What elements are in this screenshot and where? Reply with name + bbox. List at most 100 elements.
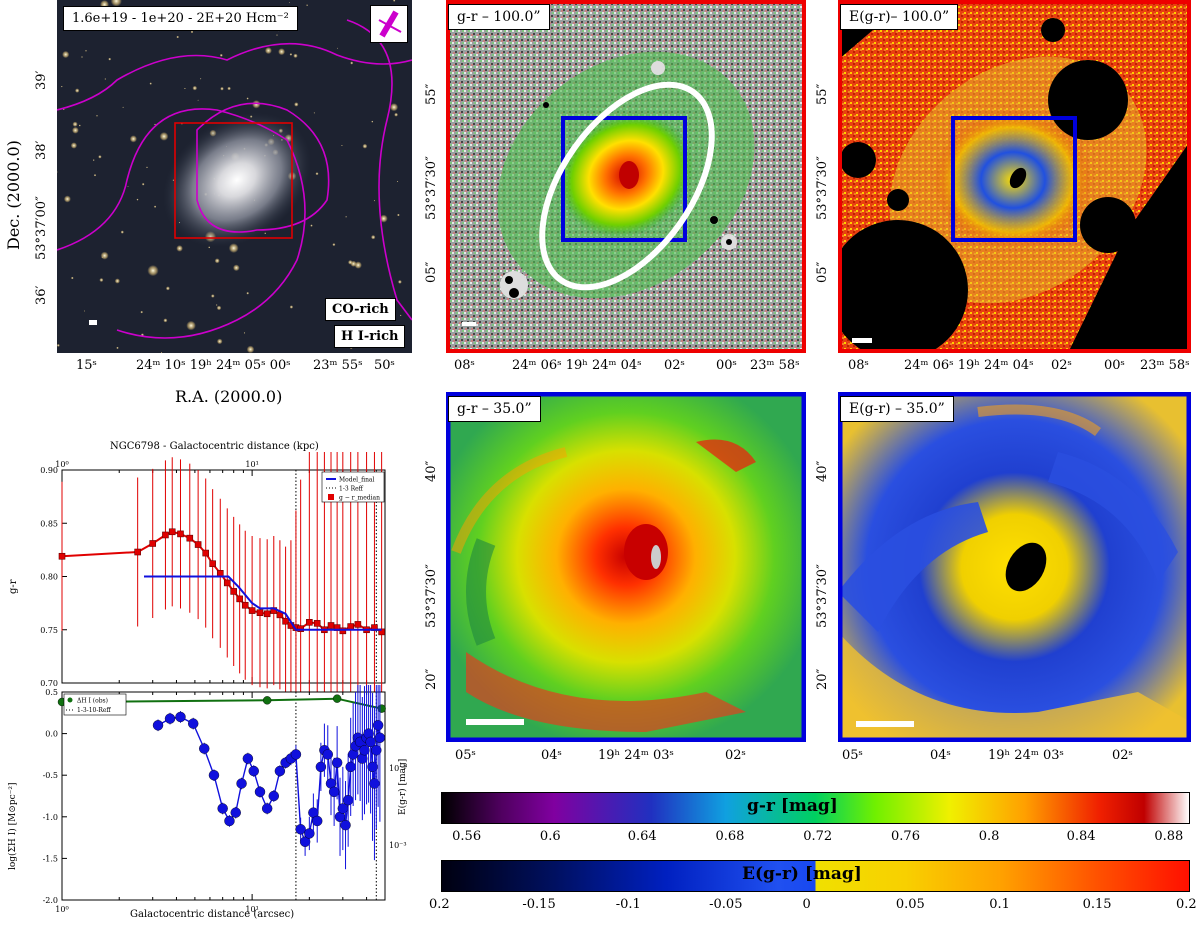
gr35-map [446, 392, 806, 742]
gr100-map [446, 0, 806, 353]
y-tick-label: 0.5 [45, 688, 58, 697]
gr35-label: g-r – 35.0” [448, 396, 541, 422]
data-point [274, 765, 286, 777]
data-point [345, 761, 356, 773]
gr-colorbar-tick: 0.72 [803, 829, 833, 844]
data-point [216, 570, 224, 577]
series-line-0 [61, 530, 383, 633]
data-point [134, 548, 141, 556]
y-tick-label: 0.70 [40, 679, 58, 688]
data-point [359, 745, 370, 756]
optical-xlabel: R.A. (2000.0) [175, 387, 283, 406]
y-tick-label: 0.90 [40, 466, 58, 475]
optical-ytick-0: 39′ [34, 70, 49, 91]
legend-swatch [67, 697, 73, 703]
data-point [241, 601, 249, 609]
egr100-xtick-0: 08ˢ [848, 358, 869, 373]
optical-xtick-1: 24ᵐ 10ˢ 19ʰ 24ᵐ 05ˢ 00ˢ [136, 358, 291, 373]
egr35-ytick-0: 40″ [815, 460, 830, 482]
chart2-right-ylabel: E(g-r) [mag] [398, 758, 408, 815]
data-point [295, 824, 306, 835]
legend-swatch [328, 494, 334, 500]
data-point [327, 622, 335, 629]
egr35-xtick-1: 04ˢ [930, 748, 951, 763]
data-point [367, 761, 378, 773]
egr35-xtick-3: 02ˢ [1112, 748, 1133, 763]
egr-colorbar-tick: 0.15 [1082, 897, 1112, 912]
data-point [328, 786, 340, 798]
gr100-xtick-4: 23ᵐ 58ˢ [750, 358, 800, 373]
data-point [194, 541, 202, 548]
data-point [236, 595, 243, 603]
egr35-map [838, 392, 1191, 742]
data-point [188, 718, 199, 729]
data-point [199, 743, 210, 754]
gr-colorbar-tick: 0.88 [1154, 829, 1184, 844]
series-line-0 [61, 697, 382, 710]
optical-xtick-3: 50ˢ [374, 358, 395, 373]
data-point [152, 720, 164, 731]
gr-colorbar-tick: 0.8 [978, 829, 1000, 844]
legend-co-rich: CO-rich [325, 298, 396, 321]
gr35-xtick-2: 19ʰ 24ᵐ 03ˢ [598, 748, 674, 763]
gr-colorbar-tick: 0.6 [539, 829, 561, 844]
egr-colorbar: E(g-r) [mag] [441, 860, 1190, 892]
gr-colorbar-tick: 0.56 [452, 829, 482, 844]
data-point [299, 836, 311, 847]
egr100-xtick-2: 02ˢ [1051, 358, 1072, 373]
egr100-label: E(g-r)– 100.0” [840, 4, 959, 30]
gr100-ytick-0: 55″ [424, 83, 439, 105]
gr-colorbar-tick: 0.84 [1066, 829, 1096, 844]
gr-colorbar-tick: 0.64 [627, 829, 657, 844]
gr-colorbar-tick: 0.76 [891, 829, 920, 844]
legend-label: ΔH I (obs) [77, 698, 108, 705]
data-point [371, 745, 382, 756]
data-point [313, 620, 321, 627]
gr100-xtick-0: 08ˢ [454, 358, 475, 373]
data-point [372, 720, 384, 731]
gr35-ytick-0: 40″ [424, 460, 439, 482]
legend-label: 1-3 Reff [339, 486, 364, 493]
data-point [248, 765, 259, 777]
gr35-xtick-0: 05ˢ [455, 748, 476, 763]
egr-colorbar-tick: -0.15 [522, 897, 556, 912]
y-tick-label: -1.5 [43, 854, 58, 863]
egr100-panel: E(g-r)– 100.0” [838, 0, 1191, 353]
data-point [58, 552, 66, 560]
data-point [262, 696, 272, 705]
data-point [315, 761, 327, 773]
egr-colorbar-tick: 0.2 [429, 897, 450, 912]
egr35-label: E(g-r) – 35.0” [840, 396, 954, 422]
data-point [230, 807, 241, 818]
legend-label: 1-3-10-Reff [77, 707, 111, 714]
top-axis-tick-label: 10⁰ [55, 460, 68, 469]
x-tick-label: 10⁰ [55, 905, 68, 914]
data-point [162, 531, 169, 539]
y-tick-label: 0.0 [45, 730, 58, 739]
optical-panel: 1.6e+19 - 1e+20 - 2E+20 Hcm⁻² CO-rich H … [57, 0, 412, 353]
gr35-ytick-1: 53°37′30″ [424, 564, 439, 628]
egr100-ytick-1: 53°37′30″ [815, 156, 830, 220]
right-y-tick-label: 10⁻² [389, 764, 407, 773]
egr-colorbar-tick: -0.1 [615, 897, 641, 912]
optical-image [57, 0, 412, 353]
data-point [297, 625, 304, 632]
data-point [248, 607, 256, 614]
data-point [332, 694, 342, 703]
gr100-xtick-3: 00ˢ [716, 358, 737, 373]
egr100-ytick-0: 55″ [815, 83, 830, 105]
chart2-xlabel: Galactocentric distance (arcsec) [130, 909, 295, 920]
data-point [378, 628, 385, 636]
optical-ylabel: Dec. (2000.0) [4, 140, 23, 250]
gr35-panel: g-r – 35.0” [446, 392, 806, 742]
data-point [230, 588, 237, 595]
y-tick-label: 0.75 [40, 626, 58, 635]
gr100-label: g-r – 100.0” [448, 4, 550, 30]
egr35-xtick-2: 19ʰ 24ᵐ 03ˢ [988, 748, 1064, 763]
top-axis-tick-label: 10¹ [245, 460, 258, 469]
data-point [377, 704, 386, 713]
data-point [254, 786, 266, 798]
gr-colorbar-tick: 0.68 [715, 829, 745, 844]
